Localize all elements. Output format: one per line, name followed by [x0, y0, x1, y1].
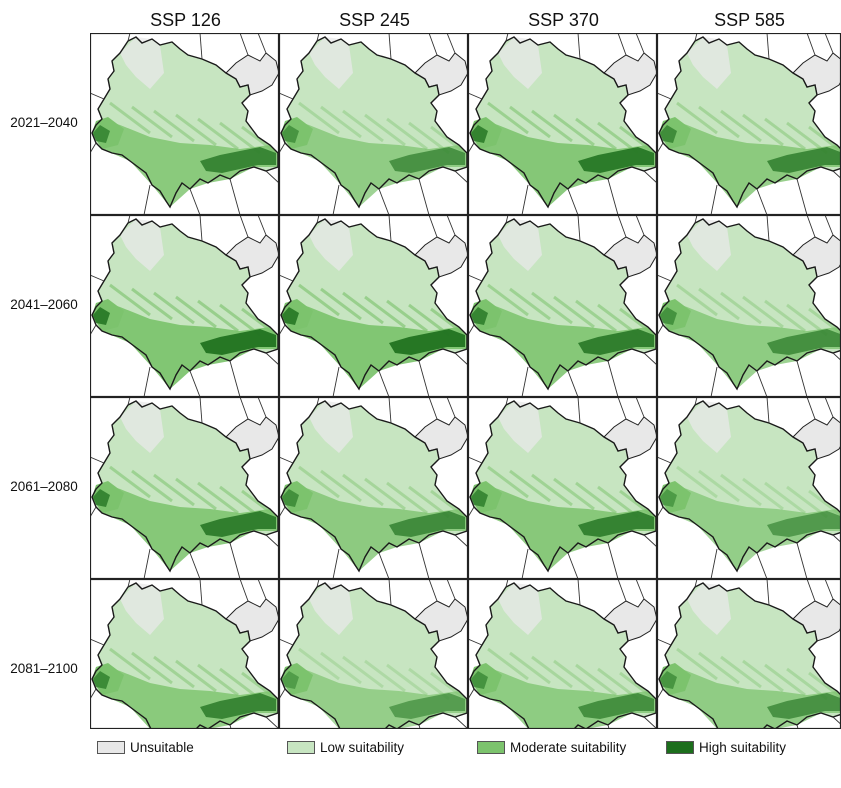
- map-panel-r1-c2: [279, 33, 471, 215]
- legend-swatch-high: [666, 741, 694, 754]
- map-panel-r4-c4: [657, 579, 841, 729]
- legend-label-low: Low suitability: [320, 740, 404, 755]
- map-panel-r3-c3: [468, 397, 660, 579]
- map-panel-r1-c4: [657, 33, 841, 215]
- legend-label-moderate: Moderate suitability: [510, 740, 626, 755]
- map-panel-r2-c4: [657, 215, 841, 397]
- legend-item-unsuitable: Unsuitable: [97, 740, 194, 755]
- column-title-ssp245: SSP 245: [280, 10, 469, 34]
- legend-item-low: Low suitability: [287, 740, 404, 755]
- map-panel-r4-c2: [279, 579, 471, 729]
- map-panel-r1-c3: [468, 33, 660, 215]
- column-title-ssp585: SSP 585: [658, 10, 841, 34]
- map-panel-r1-c1: [90, 33, 282, 215]
- map-panel-r2-c2: [279, 215, 471, 397]
- map-panel-r2-c1: [90, 215, 282, 397]
- column-title-ssp126: SSP 126: [91, 10, 280, 34]
- legend-item-high: High suitability: [666, 740, 786, 755]
- row-title-2041-2060: 2041–2060: [0, 297, 88, 312]
- map-panel-r3-c1: [90, 397, 282, 579]
- map-panel-r4-c1: [90, 579, 282, 729]
- legend-swatch-low: [287, 741, 315, 754]
- map-panel-r2-c3: [468, 215, 660, 397]
- legend-item-moderate: Moderate suitability: [477, 740, 626, 755]
- legend: Unsuitable Low suitability Moderate suit…: [0, 740, 841, 764]
- map-panel-r3-c4: [657, 397, 841, 579]
- legend-swatch-moderate: [477, 741, 505, 754]
- row-title-2061-2080: 2061–2080: [0, 479, 88, 494]
- column-title-ssp370: SSP 370: [469, 10, 658, 34]
- map-panel-r3-c2: [279, 397, 471, 579]
- map-panel-grid: [90, 33, 841, 729]
- row-title-2081-2100: 2081–2100: [0, 661, 88, 676]
- legend-label-high: High suitability: [699, 740, 786, 755]
- row-title-2021-2040: 2021–2040: [0, 115, 88, 130]
- legend-label-unsuitable: Unsuitable: [130, 740, 194, 755]
- map-panel-r4-c3: [468, 579, 660, 729]
- legend-swatch-unsuitable: [97, 741, 125, 754]
